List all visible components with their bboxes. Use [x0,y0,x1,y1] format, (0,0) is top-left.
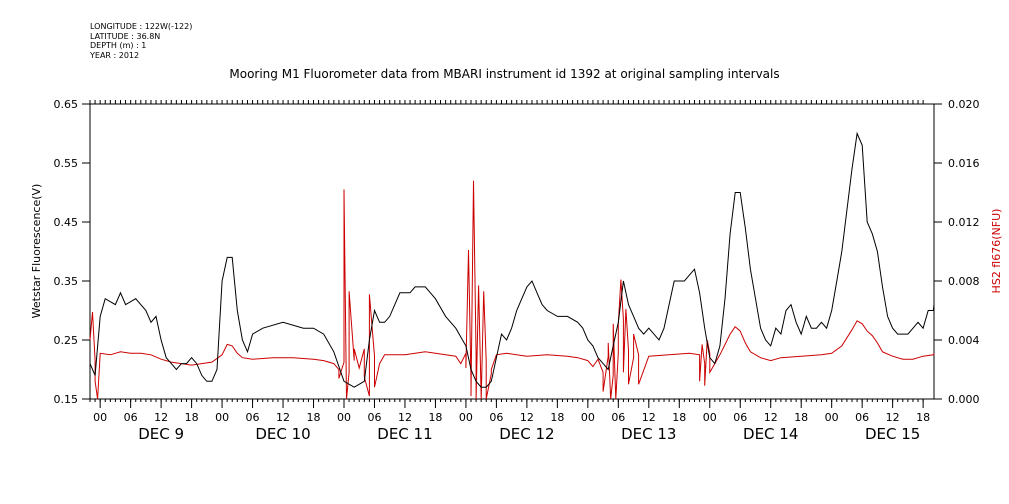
x-tick-label: 00 [215,411,229,424]
x-tick-label: 18 [672,411,686,424]
x-tick-label: 00 [337,411,351,424]
y2-tick-label: 0.008 [948,275,980,288]
x-tick-label: 12 [642,411,656,424]
x-tick-label: 12 [154,411,168,424]
x-tick-label: 18 [307,411,321,424]
series-line-fl676 [89,180,935,400]
day-label: DEC 15 [865,425,920,443]
x-tick-label: 06 [611,411,625,424]
x-tick-label: 06 [246,411,260,424]
x-tick-label: 06 [733,411,747,424]
x-tick-label: 06 [367,411,381,424]
y-axis-label: Wetstar Fluorescence(V) [30,184,43,319]
x-tick-label: 12 [276,411,290,424]
y-tick-label: 0.15 [54,393,79,406]
y-tick-label: 0.35 [54,275,79,288]
x-tick-label: 06 [489,411,503,424]
x-tick-label: 18 [916,411,930,424]
y2-tick-label: 0.020 [948,98,980,111]
meta-latitude: LATITUDE : 36.8N [90,31,161,41]
y-tick-label: 0.55 [54,157,79,170]
y-tick-label: 0.65 [54,98,79,111]
x-tick-label: 00 [825,411,839,424]
plot-frame [89,103,935,400]
chart-title: Mooring M1 Fluorometer data from MBARI i… [229,67,780,81]
meta-longitude: LONGITUDE : 122W(-122) [90,22,193,31]
x-tick-label: 12 [398,411,412,424]
y2-tick-label: 0.016 [948,157,980,170]
meta-depth: DEPTH (m) : 1 [90,41,147,50]
x-tick-label: 06 [124,411,138,424]
x-tick-label: 00 [459,411,473,424]
x-tick-label: 18 [794,411,808,424]
y2-tick-label: 0.004 [948,334,980,347]
x-tick-label: 06 [855,411,869,424]
day-label: DEC 13 [621,425,676,443]
day-label: DEC 12 [499,425,554,443]
x-tick-label: 00 [581,411,595,424]
x-tick-label: 18 [185,411,199,424]
x-tick-label: 00 [93,411,107,424]
y-tick-label: 0.45 [54,216,79,229]
series-line-wetstar [89,131,935,388]
y2-tick-label: 0.012 [948,216,980,229]
y2-tick-label: 0.000 [948,393,980,406]
y2-axis-label: HS2 fl676(NFU) [990,209,1003,294]
meta-year: YEAR : 2012 [90,50,140,60]
day-label: DEC 9 [138,425,184,443]
chart-metadata: LONGITUDE : 122W(-122) LATITUDE : 36.8N … [90,22,192,60]
x-tick-label: 12 [764,411,778,424]
x-tick-label: 00 [703,411,717,424]
x-tick-label: 18 [550,411,564,424]
x-tick-label: 18 [428,411,442,424]
x-tick-label: 12 [520,411,534,424]
day-label: DEC 10 [255,425,310,443]
day-label: DEC 14 [743,425,798,443]
day-label: DEC 11 [377,425,432,443]
y-tick-label: 0.25 [54,334,79,347]
x-tick-label: 12 [886,411,900,424]
